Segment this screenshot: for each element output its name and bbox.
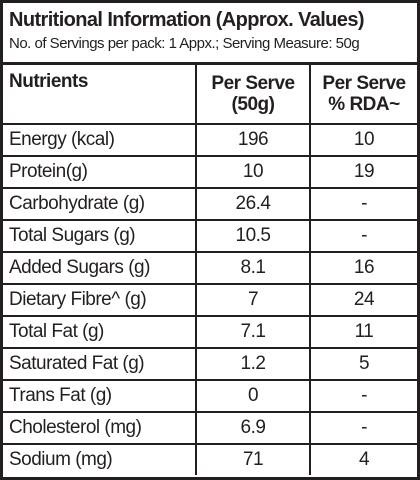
column-header-line: (50g): [231, 94, 275, 115]
nutrient-name: Energy (kcal): [3, 123, 197, 157]
nutrient-name: Cholesterol (mg): [3, 411, 197, 445]
nutrient-name: Total Fat (g): [3, 315, 197, 349]
per-serve-value: 7.1: [195, 315, 311, 349]
rda-value: 16: [309, 251, 417, 285]
nutrient-row: Total Fat (g) 7.1 11: [3, 315, 417, 349]
rda-value: 24: [309, 283, 417, 317]
nutrient-name: Sodium (mg): [3, 443, 197, 475]
per-serve-value: 8.1: [195, 251, 311, 285]
per-serve-value: 71: [195, 443, 311, 475]
label-header: Nutritional Information (Approx. Values)…: [3, 3, 417, 65]
nutrient-name: Added Sugars (g): [3, 251, 197, 285]
title: Nutritional Information (Approx. Values): [9, 9, 365, 31]
nutrient-name: Total Sugars (g): [3, 219, 197, 253]
nutrition-table: Nutrients Per Serve (50g) Per Serve% RDA~ En…: [3, 65, 417, 475]
rda-value: 11: [309, 315, 417, 349]
nutrient-row: Protein(g) 10 19: [3, 155, 417, 189]
column-header: Nutrients: [3, 65, 197, 125]
nutrient-row: Added Sugars (g) 8.1 16: [3, 251, 417, 285]
subtitle: No. of Servings per pack: 1 Appx.; Servi…: [9, 35, 360, 52]
nutrient-name: Saturated Fat (g): [3, 347, 197, 381]
nutrient-name: Trans Fat (g): [3, 379, 197, 413]
nutrient-row: Carbohydrate (g) 26.4-: [3, 187, 417, 221]
per-serve-value: 10: [195, 155, 311, 189]
rda-value: -: [309, 187, 417, 221]
nutrient-row: Energy (kcal) 196 10: [3, 123, 417, 157]
column-header-line: Nutrients: [9, 71, 88, 92]
rda-value: 5: [309, 347, 417, 381]
nutrient-row: Total Sugars (g) 10.5-: [3, 219, 417, 253]
nutrient-row: Cholesterol (mg) 6.9-: [3, 411, 417, 445]
rda-value: -: [309, 379, 417, 413]
nutrient-row: Saturated Fat (g) 1.2 5: [3, 347, 417, 381]
per-serve-value: 6.9: [195, 411, 311, 445]
column-header-line: Per Serve: [211, 73, 295, 94]
header-row: Nutrients Per Serve (50g) Per Serve% RDA~: [3, 65, 417, 125]
nutrient-name: Carbohydrate (g): [3, 187, 197, 221]
nutrient-name: Protein(g): [3, 155, 197, 189]
rda-value: 10: [309, 123, 417, 157]
per-serve-value: 10.5: [195, 219, 311, 253]
rda-value: 4: [309, 443, 417, 475]
rda-value: -: [309, 219, 417, 253]
nutrient-name: Dietary Fibre^ (g): [3, 283, 197, 317]
column-header-line: Per Serve: [322, 73, 406, 94]
column-header: Per Serve% RDA~: [309, 65, 417, 125]
per-serve-value: 1.2: [195, 347, 311, 381]
column-header-line: % RDA~: [328, 94, 400, 115]
per-serve-value: 196: [195, 123, 311, 157]
nutrient-row: Trans Fat (g) 0-: [3, 379, 417, 413]
rda-value: -: [309, 411, 417, 445]
nutrient-row: Dietary Fibre^ (g) 7 24: [3, 283, 417, 317]
nutrient-row: Sodium (mg) 71 4: [3, 443, 417, 475]
per-serve-value: 7: [195, 283, 311, 317]
column-header: Per Serve (50g): [195, 65, 311, 125]
per-serve-value: 26.4: [195, 187, 311, 221]
rda-value: 19: [309, 155, 417, 189]
per-serve-value: 0: [195, 379, 311, 413]
